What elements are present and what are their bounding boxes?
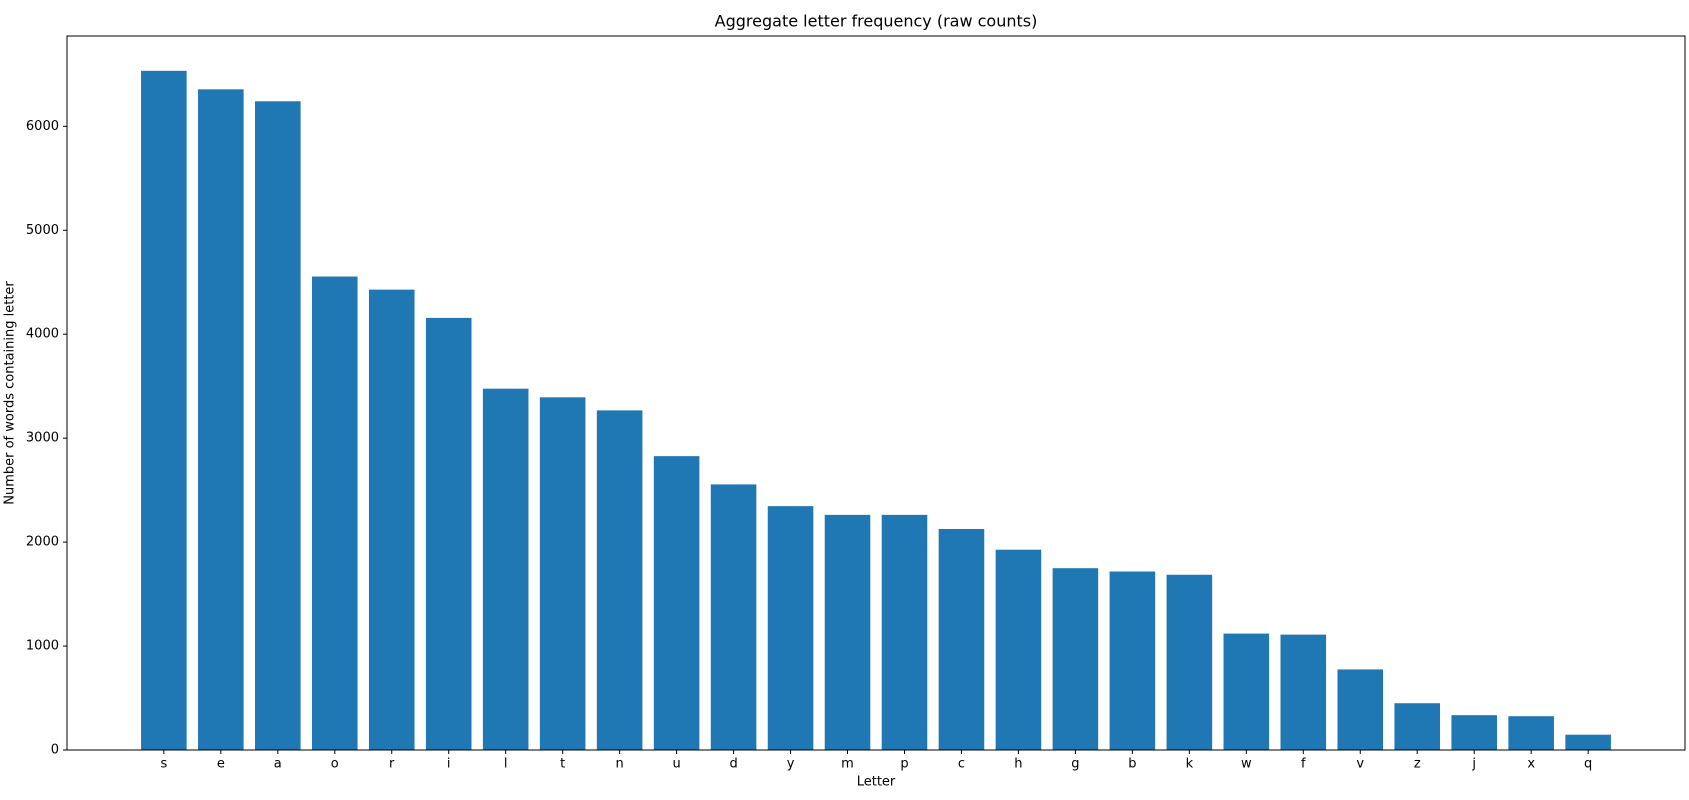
x-tick-label: i <box>447 757 451 772</box>
x-tick-label: q <box>1584 757 1592 772</box>
x-tick-label: s <box>160 757 167 772</box>
bar <box>881 514 928 750</box>
plot-frame <box>66 35 1686 751</box>
x-tick-label: l <box>504 757 508 772</box>
bar <box>1508 716 1554 750</box>
x-tick-label: b <box>1128 757 1136 772</box>
x-tick-label: f <box>1301 757 1306 772</box>
bar <box>1337 669 1384 750</box>
y-tick-label: 3000 <box>26 431 59 446</box>
bar <box>198 89 244 751</box>
chart-title: Aggregate letter frequency (raw counts) <box>715 12 1038 31</box>
y-tick-label: 0 <box>51 743 59 758</box>
x-tick-label: y <box>787 757 795 772</box>
x-axis-label: Letter <box>857 775 896 790</box>
bar <box>1052 568 1099 750</box>
x-tick-label: u <box>672 757 680 772</box>
bar <box>653 456 700 750</box>
y-tick-label: 4000 <box>26 327 59 342</box>
bar <box>1394 703 1441 750</box>
x-tick-label: o <box>331 757 339 772</box>
x-tick-label: k <box>1186 757 1194 772</box>
x-tick-label: a <box>274 757 282 772</box>
x-tick-label: z <box>1414 757 1421 772</box>
x-tick-label: c <box>958 757 965 772</box>
x-tick-label: r <box>389 757 395 772</box>
x-tick-label: g <box>1071 757 1079 772</box>
y-tick-label: 1000 <box>26 639 59 654</box>
bar <box>1280 634 1327 750</box>
x-tick-label: d <box>729 757 737 772</box>
bar <box>596 410 643 750</box>
x-tick-label: j <box>1471 757 1476 772</box>
bar <box>1565 734 1611 750</box>
bar <box>425 317 472 750</box>
x-tick-label: h <box>1014 757 1022 772</box>
bar <box>824 514 871 750</box>
x-tick-label: w <box>1241 757 1252 772</box>
bar <box>141 70 187 751</box>
bar <box>311 276 358 750</box>
y-tick-label: 6000 <box>26 119 59 134</box>
bar <box>1223 633 1270 750</box>
x-tick-label: t <box>560 757 565 772</box>
y-tick-label: 2000 <box>26 535 59 550</box>
bar <box>1109 571 1156 750</box>
bar <box>767 506 814 750</box>
bar <box>710 484 757 750</box>
bar <box>995 549 1042 750</box>
x-tick-label: x <box>1527 757 1535 772</box>
y-axis-label: Number of words containing letter <box>3 281 18 505</box>
x-tick-label: n <box>616 757 624 772</box>
y-tick-label: 5000 <box>26 223 59 238</box>
bar <box>368 289 415 750</box>
bar <box>938 529 985 750</box>
bar <box>539 397 586 750</box>
bar <box>1451 715 1497 750</box>
x-tick-label: v <box>1356 757 1364 772</box>
x-tick-label: m <box>841 757 854 772</box>
bar <box>1166 574 1213 750</box>
bar <box>255 101 301 750</box>
x-tick-label: e <box>217 757 225 772</box>
bar <box>482 388 529 750</box>
x-tick-label: p <box>900 757 908 772</box>
